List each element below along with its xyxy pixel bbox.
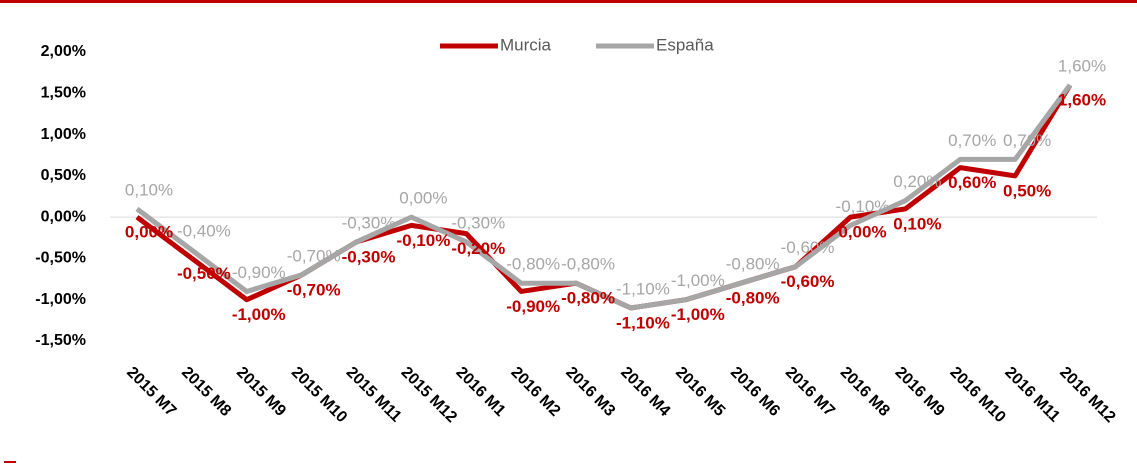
y-tick-label: 2,00%	[41, 43, 86, 60]
x-tick-label: 2015 M10	[288, 364, 350, 426]
data-label: -0,60%	[781, 238, 835, 257]
data-label: -0,80%	[726, 289, 780, 308]
data-label: -1,10%	[616, 313, 670, 332]
x-tick-label: 2016 M1	[452, 364, 508, 420]
x-tick-label: 2016 M7	[782, 364, 838, 420]
data-label: -1,00%	[671, 271, 725, 290]
x-tick-label: 2015 M11	[343, 364, 405, 426]
top-border	[0, 0, 1137, 3]
y-tick-label: 0,00%	[41, 208, 86, 225]
data-label: -0,80%	[561, 255, 615, 274]
data-label: 0,10%	[125, 180, 173, 199]
data-label: -0,60%	[781, 272, 835, 291]
data-label: 0,00%	[125, 223, 173, 242]
y-tick-label: 0,50%	[41, 167, 86, 184]
data-label: -0,10%	[836, 197, 890, 216]
data-label: -0,90%	[232, 263, 286, 282]
data-label: -0,80%	[726, 255, 780, 274]
data-label: 0,70%	[948, 131, 996, 150]
data-label: -0,30%	[342, 247, 396, 266]
x-tick-label: 2016 M2	[507, 364, 563, 420]
data-label: -1,10%	[616, 279, 670, 298]
data-label: 0,50%	[1003, 181, 1051, 200]
data-label: 0,60%	[948, 173, 996, 192]
x-tick-label: 2015 M9	[233, 364, 289, 420]
x-tick-label: 2016 M4	[617, 364, 673, 420]
series-line	[135, 83, 1073, 311]
data-label: -0,70%	[287, 280, 341, 299]
data-label: -0,70%	[287, 246, 341, 265]
x-tick-label: 2016 M10	[946, 364, 1008, 426]
data-label: -0,30%	[342, 213, 396, 232]
data-label: 0,00%	[838, 223, 886, 242]
data-label: -0,90%	[506, 297, 560, 316]
corner-mark	[4, 461, 16, 463]
data-label: 1,60%	[1058, 91, 1106, 110]
x-tick-label: 2015 M8	[178, 364, 234, 420]
data-label: -0,40%	[177, 222, 231, 241]
x-tick-label: 2015 M7	[123, 364, 179, 420]
data-label: 0,20%	[893, 172, 941, 191]
x-tick-label: 2016 M11	[1001, 364, 1063, 426]
data-label: 0,10%	[893, 214, 941, 233]
x-tick-label: 2016 M8	[837, 364, 893, 420]
data-label: -0,50%	[177, 264, 231, 283]
data-label: 0,70%	[1003, 131, 1051, 150]
data-label: -0,20%	[451, 239, 505, 258]
y-tick-label: -1,00%	[35, 291, 86, 308]
data-label: -0,10%	[396, 231, 450, 250]
y-tick-label: 1,00%	[41, 126, 86, 143]
legend-label: Murcia	[500, 35, 552, 54]
x-tick-label: 2015 M12	[398, 364, 460, 426]
x-tick-label: 2016 M6	[727, 364, 783, 420]
x-tick-label: 2016 M9	[892, 364, 948, 420]
legend-label: España	[656, 35, 714, 54]
x-tick-label: 2016 M12	[1056, 364, 1118, 426]
y-tick-label: -1,50%	[35, 332, 86, 349]
x-tick-label: 2016 M3	[562, 364, 618, 420]
y-tick-label: -0,50%	[35, 250, 86, 267]
data-label: 1,60%	[1058, 57, 1106, 76]
x-tick-label: 2016 M5	[672, 364, 728, 420]
data-label: 0,00%	[399, 189, 447, 208]
data-label: -0,30%	[451, 213, 505, 232]
data-label: -1,00%	[232, 305, 286, 324]
data-label: -0,80%	[561, 289, 615, 308]
data-label: -0,80%	[506, 255, 560, 274]
data-label: -1,00%	[671, 305, 725, 324]
y-tick-label: 1,50%	[41, 85, 86, 102]
